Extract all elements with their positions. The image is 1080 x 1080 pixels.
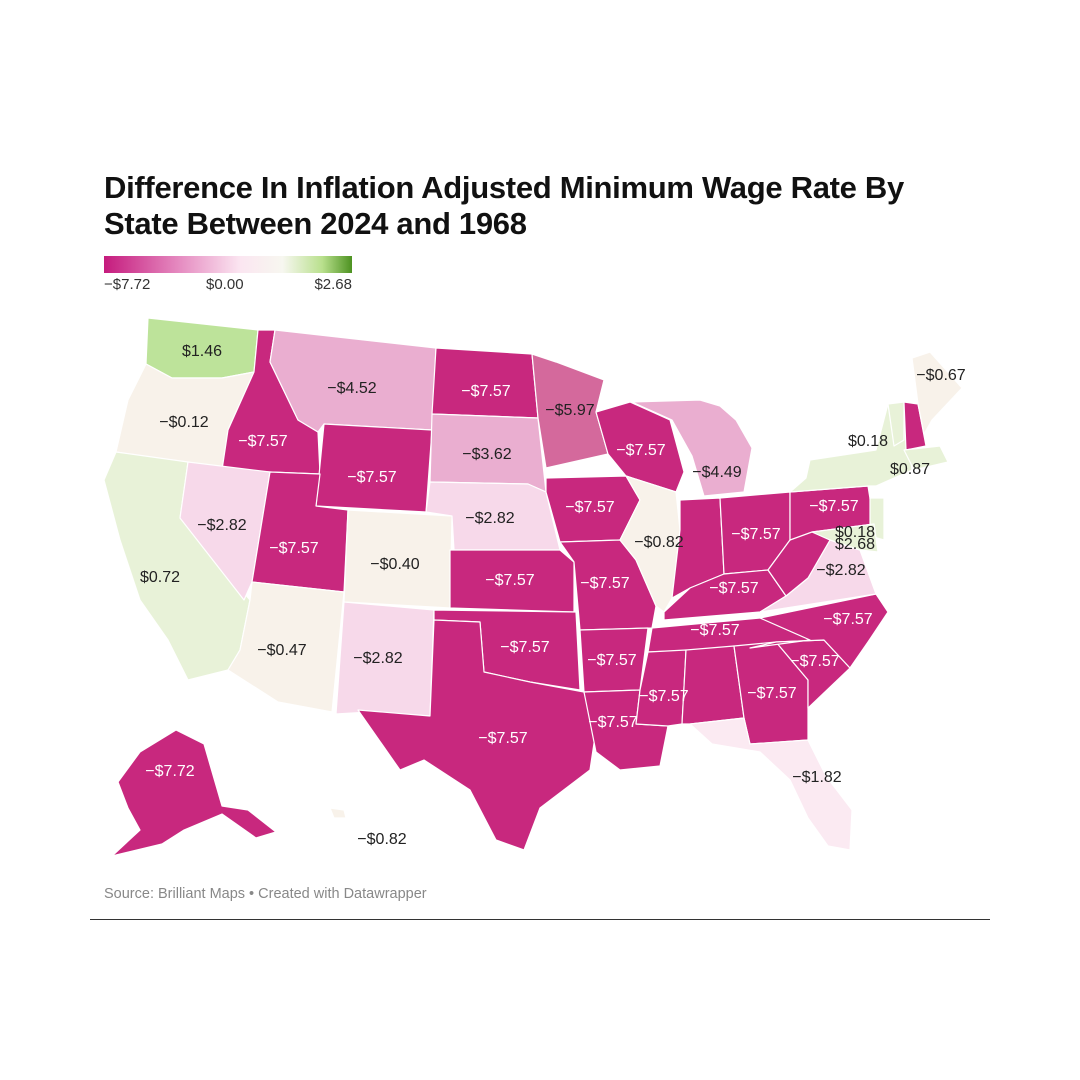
- state-AL[interactable]: [681, 645, 745, 725]
- state-shapes: [103, 317, 963, 857]
- label-PA: −$7.57: [809, 498, 858, 515]
- label-OK: −$7.57: [500, 639, 549, 656]
- label-IL: −$0.82: [634, 534, 683, 551]
- label-OH: −$7.57: [731, 526, 780, 543]
- label-GA: −$7.57: [747, 685, 796, 702]
- label-VA: −$2.82: [816, 562, 865, 579]
- label-MN: −$5.97: [545, 402, 594, 419]
- label-TN: −$7.57: [690, 622, 739, 639]
- label-NY: $0.18: [848, 433, 888, 450]
- label-ME: −$0.67: [916, 367, 965, 384]
- state-KS[interactable]: [449, 549, 575, 613]
- label-AZ: −$0.47: [257, 642, 306, 659]
- state-MD[interactable]: [811, 523, 879, 553]
- state-WI[interactable]: [595, 401, 685, 493]
- legend-mid-label: $0.00: [206, 276, 244, 293]
- state-FL[interactable]: [689, 717, 853, 851]
- label-ND: −$7.57: [461, 383, 510, 400]
- label-NC: −$7.57: [823, 611, 872, 628]
- label-MT: −$4.52: [327, 380, 376, 397]
- label-OR: −$0.12: [159, 414, 208, 431]
- state-AZ[interactable]: [227, 581, 345, 713]
- state-MI[interactable]: [631, 399, 753, 497]
- label-SC: −$7.57: [790, 653, 839, 670]
- label-CA: $0.72: [140, 569, 180, 586]
- label-IA: −$7.57: [565, 499, 614, 516]
- label-NE: −$2.82: [465, 510, 514, 527]
- label-MD: $2.68: [835, 536, 875, 553]
- label-NJ: $0.18: [835, 524, 875, 541]
- label-WY: −$7.57: [347, 469, 396, 486]
- label-NV: −$2.82: [197, 517, 246, 534]
- label-MO: −$7.57: [580, 575, 629, 592]
- label-HI: −$0.82: [357, 831, 406, 848]
- label-FL: −$1.82: [792, 769, 841, 786]
- label-SD: −$3.62: [462, 446, 511, 463]
- state-NY[interactable]: [789, 401, 913, 493]
- label-ID: −$7.57: [238, 433, 287, 450]
- label-WA: $1.46: [182, 343, 222, 360]
- color-legend: −$7.72 $0.00 $2.68: [104, 256, 352, 296]
- label-TX: −$7.57: [478, 730, 527, 747]
- label-CO: −$0.40: [370, 556, 419, 573]
- state-TX[interactable]: [357, 619, 597, 851]
- label-KS: −$7.57: [485, 572, 534, 589]
- label-KY: −$7.57: [709, 580, 758, 597]
- bottom-divider: [90, 919, 990, 920]
- state-NV[interactable]: [179, 461, 271, 601]
- source-note: Source: Brilliant Maps • Created with Da…: [104, 886, 427, 902]
- label-AR: −$7.57: [587, 652, 636, 669]
- state-VT[interactable]: [887, 401, 905, 447]
- state-WY[interactable]: [315, 423, 433, 513]
- label-LA: −$7.57: [588, 714, 637, 731]
- legend-gradient: [104, 256, 352, 273]
- state-AK[interactable]: [111, 729, 277, 857]
- label-MA: $0.87: [890, 461, 930, 478]
- state-NC[interactable]: [749, 593, 889, 669]
- label-UT: −$7.57: [269, 540, 318, 557]
- state-IL[interactable]: [619, 475, 681, 613]
- label-AK: −$7.72: [145, 763, 194, 780]
- state-NH[interactable]: [903, 401, 927, 451]
- state-MA[interactable]: [903, 445, 949, 471]
- map-title: Difference In Inflation Adjusted Minimum…: [104, 170, 904, 241]
- legend-min-label: −$7.72: [104, 276, 151, 293]
- state-ME[interactable]: [911, 351, 963, 435]
- state-value-labels: $1.46 −$0.12 $0.72 −$7.57 −$2.82 −$4.52 …: [140, 343, 966, 848]
- legend-max-label: $2.68: [314, 276, 352, 293]
- label-MS: −$7.57: [639, 688, 688, 705]
- label-NM: −$2.82: [353, 650, 402, 667]
- label-WI: −$7.57: [616, 442, 665, 459]
- state-HI[interactable]: [329, 807, 347, 819]
- label-MI: −$4.49: [692, 464, 741, 481]
